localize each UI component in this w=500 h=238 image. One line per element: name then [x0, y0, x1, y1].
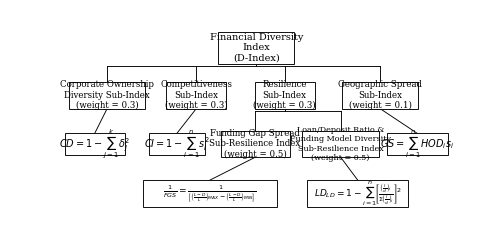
Text: $GS = \sum_{i=1}^{n} HOD_i s_i$: $GS = \sum_{i=1}^{n} HOD_i s_i$ [380, 128, 454, 160]
Text: Financial Diversity
Index
(D-Index): Financial Diversity Index (D-Index) [210, 33, 303, 63]
Text: Competitiveness
Sub-Index
(weight = 0.3): Competitiveness Sub-Index (weight = 0.3) [160, 80, 232, 110]
FancyBboxPatch shape [148, 134, 205, 154]
FancyBboxPatch shape [387, 134, 448, 154]
Text: Resilience
Sub-Index
(weight = 0.3): Resilience Sub-Index (weight = 0.3) [253, 80, 316, 110]
FancyBboxPatch shape [308, 180, 408, 207]
FancyBboxPatch shape [64, 134, 124, 154]
Text: $CI = 1 - \sum_{i=1}^{n} s_i^2$: $CI = 1 - \sum_{i=1}^{n} s_i^2$ [144, 128, 210, 160]
FancyBboxPatch shape [166, 82, 226, 109]
Text: $CD = 1 - \sum_{j=1}^{k} \delta_j^2$: $CD = 1 - \sum_{j=1}^{k} \delta_j^2$ [59, 127, 130, 161]
FancyBboxPatch shape [254, 82, 314, 109]
FancyBboxPatch shape [220, 131, 290, 157]
Text: Geographic Spread
Sub-Index
(weight = 0.1): Geographic Spread Sub-Index (weight = 0.… [338, 80, 422, 110]
Text: Loan/Deposit Ratio &
Funding Model Diversity
Sub-Resilience Index
(weight = 0.5): Loan/Deposit Ratio & Funding Model Diver… [290, 126, 391, 162]
FancyBboxPatch shape [302, 131, 379, 157]
Text: Funding Gap Spread
Sub-Resilience Index
(weight = 0.5): Funding Gap Spread Sub-Resilience Index … [210, 129, 300, 159]
FancyBboxPatch shape [70, 82, 145, 109]
Text: $LD_{LD} = 1 - \sum_{i=1}^{n}\!\left[\frac{\left(\frac{l}{d}\right)_{\!i}}{\Sigm: $LD_{LD} = 1 - \sum_{i=1}^{n}\!\left[\fr… [314, 179, 402, 208]
FancyBboxPatch shape [218, 32, 294, 64]
FancyBboxPatch shape [143, 180, 276, 207]
Text: $\frac{1}{FGS} = \frac{1}{\left[\left(\frac{L-D}{L}\right)_{\!MAX} - \left(\frac: $\frac{1}{FGS} = \frac{1}{\left[\left(\f… [163, 183, 256, 204]
FancyBboxPatch shape [342, 82, 418, 109]
Text: Corporate Ownership
Diversity Sub-Index
(weight = 0.3): Corporate Ownership Diversity Sub-Index … [60, 80, 154, 110]
